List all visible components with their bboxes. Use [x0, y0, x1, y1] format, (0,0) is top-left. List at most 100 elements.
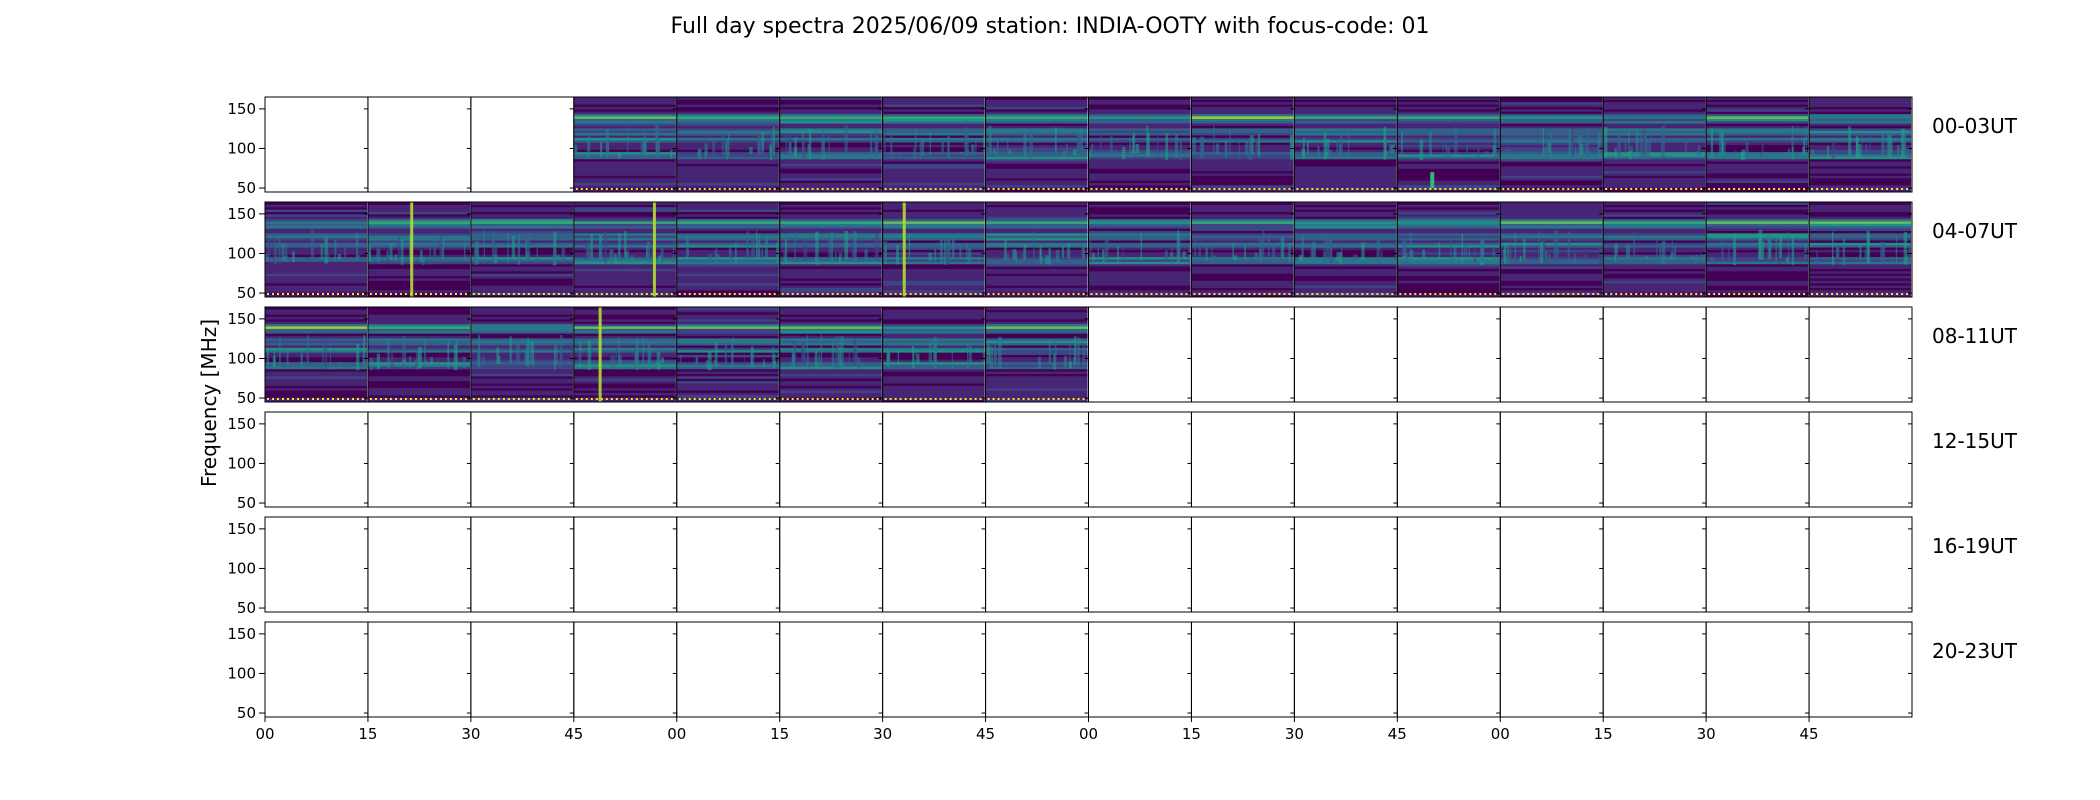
y-tick-label: 50	[237, 179, 256, 197]
spectrum-panel	[1396, 621, 1501, 718]
spectrum-panel	[676, 621, 781, 718]
spectrum-panel	[882, 96, 987, 193]
spectrum-panel	[1602, 306, 1707, 403]
panel-frame	[367, 411, 472, 508]
panel-frame	[1808, 411, 1913, 508]
panel-frame	[1705, 516, 1810, 613]
spectrum-panel	[1396, 516, 1501, 613]
row-08-11UT: 50 100 150 08-11UT	[227, 306, 2018, 407]
spectrum-panel	[470, 621, 575, 718]
y-tick-label: 150	[227, 415, 256, 433]
panel-frame	[367, 621, 472, 718]
y-tick-label: 100	[227, 454, 256, 472]
spectrum-panel	[1293, 516, 1398, 613]
spectrum-panel	[367, 96, 472, 193]
spectrum-panel	[1705, 411, 1810, 508]
y-tick-label: 50	[237, 494, 256, 512]
burst-line	[902, 202, 906, 297]
spectrum-panel	[1190, 411, 1295, 508]
spectrum-panel	[985, 96, 1089, 193]
spectrum-panel	[1088, 411, 1192, 508]
panel-frame	[1499, 516, 1604, 613]
row-label: 04-07UT	[1932, 219, 2018, 243]
spectrum-panel	[1088, 621, 1192, 718]
spectrum-panel	[1602, 96, 1707, 193]
row-04-07UT: 50 100 150 04-07UT	[227, 201, 2018, 302]
burst-line	[410, 202, 414, 297]
row-16-19UT: 50 100 150 16-19UT	[227, 516, 2018, 617]
x-tick-label: 00	[667, 725, 686, 743]
spectrum-panel	[367, 201, 472, 298]
spectrum-panel	[1808, 201, 1913, 298]
x-tick-label: 00	[1491, 725, 1510, 743]
burst-streak	[1430, 172, 1435, 189]
panel-frame	[264, 411, 369, 508]
spectrum-panel	[1499, 516, 1604, 613]
y-tick-label: 50	[237, 389, 256, 407]
spectrum-panel	[779, 96, 884, 193]
spectrum-panel	[882, 621, 987, 718]
panel-frame	[1602, 411, 1707, 508]
panel-frame	[1705, 306, 1810, 403]
y-tick-label: 150	[227, 625, 256, 643]
spectrum-panel	[264, 306, 369, 403]
panel-frame	[1602, 306, 1707, 403]
spectrum-panel	[573, 201, 678, 298]
x-axis: 00 15 30 45 00 15 30 45 00 15 30 45 00 15 30 45	[255, 717, 1819, 743]
y-tick-label: 100	[227, 664, 256, 682]
spectrum-panel	[264, 516, 369, 613]
row-00-03UT: 50 100 150 00-03UT	[227, 96, 2018, 197]
panel-frame	[1499, 306, 1604, 403]
panel-frame	[470, 621, 575, 718]
spectrum-panel	[676, 96, 781, 193]
spectrum-panel	[1705, 516, 1810, 613]
spectrum-panel	[470, 516, 575, 613]
spectrum-panel	[1602, 516, 1707, 613]
panel-frame	[882, 621, 987, 718]
spectrum-panel	[779, 411, 884, 508]
x-tick-label: 30	[1697, 725, 1716, 743]
spectrum-panel	[882, 306, 987, 403]
panel-frame	[779, 516, 884, 613]
panel-frame	[1396, 516, 1501, 613]
spectrum-panel	[1190, 516, 1295, 613]
panel-frame	[1808, 201, 1913, 298]
row-label: 16-19UT	[1932, 534, 2018, 558]
spectrum-panel	[264, 96, 369, 193]
spectrum-panel	[264, 411, 369, 508]
panel-frame	[1088, 306, 1192, 403]
spectrum-panel	[1499, 621, 1604, 718]
panel-frame	[1808, 621, 1913, 718]
spectrum-panel	[1190, 96, 1295, 193]
spectrum-panel	[1088, 201, 1192, 298]
spectrum-panel	[779, 516, 884, 613]
spectrum-panel	[1396, 411, 1501, 508]
panel-frame	[1190, 411, 1295, 508]
panel-frame	[573, 621, 678, 718]
panel-frame	[985, 516, 1089, 613]
spectrum-panel	[676, 306, 781, 403]
burst-line	[598, 307, 602, 402]
spectrum-panel	[1808, 306, 1913, 403]
x-tick-label: 15	[770, 725, 789, 743]
panel-grid: 50 100 150 00-03UT 50 100 150 04-07UT 50 100 150 08…	[227, 96, 2018, 722]
spectrum-panel	[985, 621, 1089, 718]
spectrum-panel	[470, 411, 575, 508]
spectrum-panel	[470, 201, 575, 298]
spectrum-panel	[264, 621, 369, 718]
spectrum-panel	[1602, 201, 1707, 298]
y-axis-label: Frequency [MHz]	[197, 319, 221, 487]
panel-frame	[779, 621, 884, 718]
spectrum-panel	[573, 411, 678, 508]
x-tick-label: 15	[358, 725, 377, 743]
spectrum-panel	[1396, 306, 1501, 403]
spectrum-panel	[1808, 411, 1913, 508]
y-tick-label: 50	[237, 284, 256, 302]
panel-frame	[1293, 621, 1398, 718]
burst-line	[652, 202, 656, 297]
spectrum-panel	[470, 306, 575, 403]
row-20-23UT: 50 100 150 20-23UT	[227, 621, 2018, 722]
spectrum-panel	[779, 201, 884, 298]
panel-frame	[1499, 411, 1604, 508]
